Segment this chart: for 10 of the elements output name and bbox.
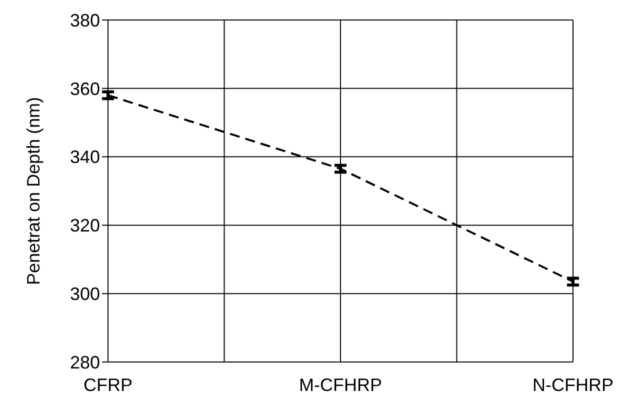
y-tick-label: 300: [70, 284, 100, 304]
x-tick-label: N-CFHRP: [532, 374, 614, 395]
y-tick-label: 280: [70, 352, 100, 372]
x-tick-label: CFRP: [84, 374, 132, 395]
y-tick-label: 340: [70, 147, 100, 168]
y-tick-label: 320: [70, 216, 100, 236]
y-axis-title: Penetrat on Depth (nm): [23, 96, 44, 286]
x-tick-label: M-CFHRP: [299, 374, 382, 395]
y-tick-label: 360: [70, 78, 100, 99]
y-tick-label: 380: [70, 10, 100, 30]
